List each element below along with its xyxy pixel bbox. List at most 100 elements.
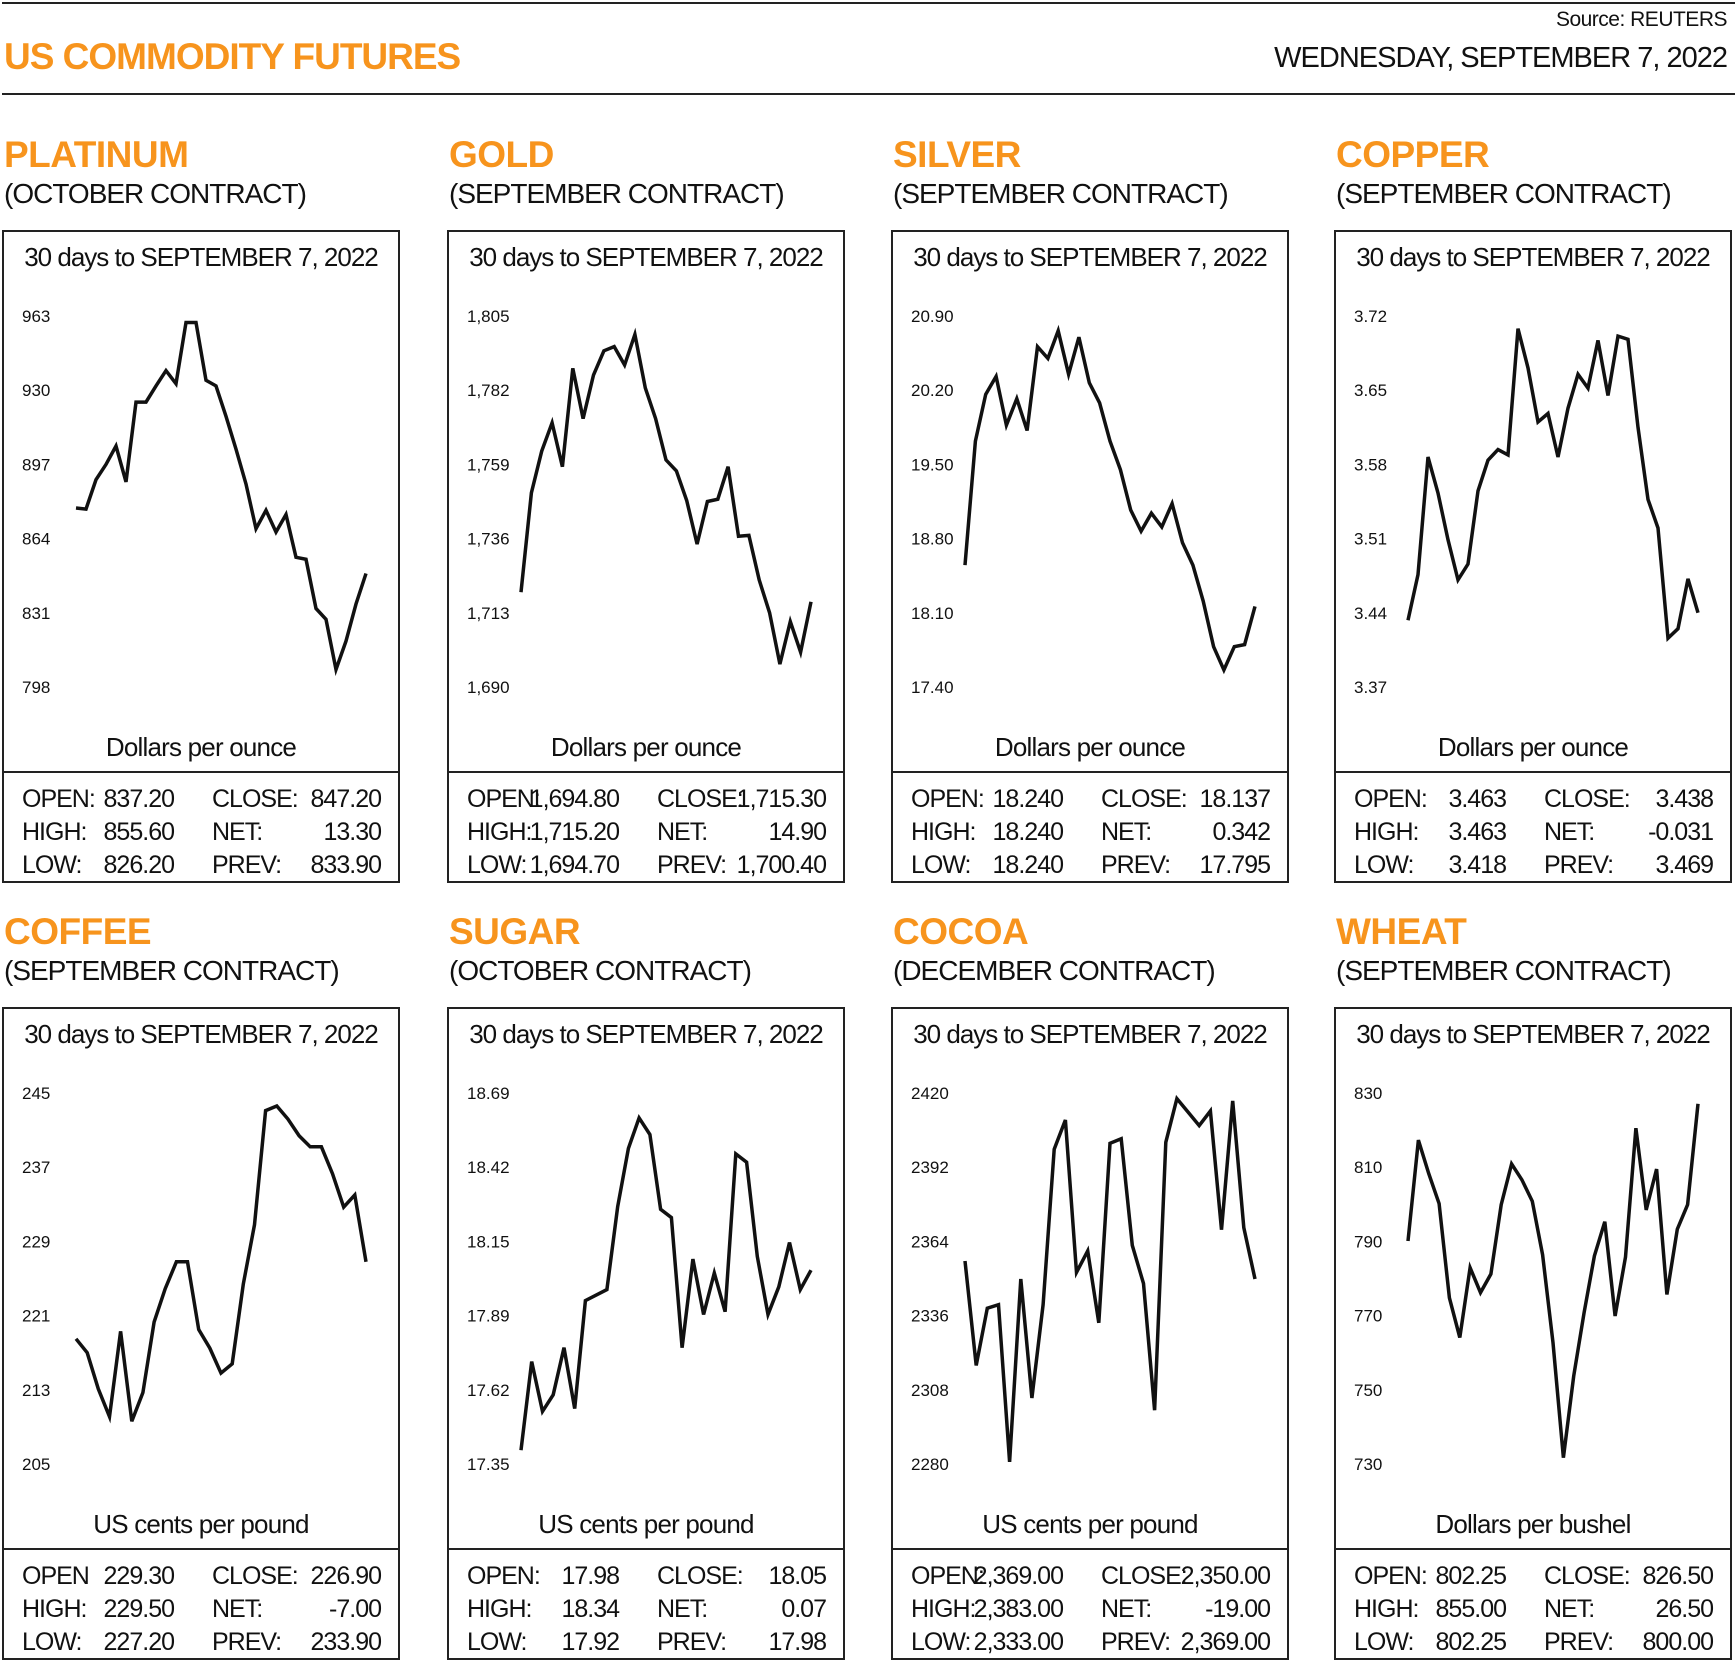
y-axis-units: US cents per pound: [982, 1509, 1198, 1539]
y-tick-label: 2336: [911, 1307, 949, 1326]
stat-label: NET:: [1101, 818, 1152, 846]
chart-title: 30 days to SEPTEMBER 7, 2022: [1356, 1019, 1711, 1049]
stat-label: PREV:: [1544, 851, 1614, 879]
stats-row: HIGH: 18.240 NET: 0.342: [893, 818, 1287, 851]
y-tick-label: 17.40: [911, 678, 954, 697]
line-chart: 20.90 20.20 19.50 18.80 18.10 17.40: [911, 307, 1257, 697]
y-tick-label: 205: [22, 1455, 50, 1474]
stat-value: 800.00: [1642, 1628, 1714, 1656]
stat-value: 17.795: [1199, 851, 1271, 879]
stat-value: 229.30: [103, 1562, 175, 1590]
y-tick-label: 897: [22, 455, 50, 474]
stat-label: LOW:: [467, 1628, 527, 1656]
stats-divider: [893, 771, 1287, 773]
stat-label: PREV:: [212, 1628, 282, 1656]
y-tick-label: 18.80: [911, 530, 954, 549]
stat-label: PREV:: [1544, 1628, 1614, 1656]
commodity-name: COPPER: [1336, 134, 1490, 175]
stat-label: LOW:: [1354, 1628, 1414, 1656]
commodity-name: SILVER: [893, 134, 1021, 175]
stat-label: PREV:: [1101, 1628, 1171, 1656]
y-tick-label: 3.44: [1354, 604, 1387, 623]
commodity-name: GOLD: [449, 134, 554, 175]
y-tick-label: 237: [22, 1158, 50, 1177]
stat-value: 802.25: [1435, 1562, 1507, 1590]
y-tick-label: 798: [22, 678, 50, 697]
stat-label: PREV:: [1101, 851, 1171, 879]
y-tick-label: 20.20: [911, 381, 954, 400]
stat-value: 847.20: [310, 785, 382, 813]
line-chart: 245 237 229 221 213 205: [22, 1084, 368, 1474]
stat-value: 2,369.00: [1180, 1628, 1271, 1656]
stat-label: CLOSE:: [657, 785, 744, 813]
stat-value: 3.463: [1448, 818, 1507, 846]
y-tick-label: 2364: [911, 1232, 949, 1251]
stat-label: HIGH:: [911, 1595, 976, 1623]
stat-label: OPEN:: [22, 785, 96, 813]
y-tick-label: 790: [1354, 1232, 1382, 1251]
y-tick-label: 18.42: [467, 1158, 510, 1177]
commodity-name: COFFEE: [4, 911, 152, 952]
y-tick-label: 3.51: [1354, 530, 1387, 549]
chart-title: 30 days to SEPTEMBER 7, 2022: [469, 242, 824, 272]
y-tick-label: 1,690: [467, 678, 510, 697]
stat-value: 17.98: [768, 1628, 827, 1656]
y-tick-label: 229: [22, 1232, 50, 1251]
y-tick-label: 810: [1354, 1158, 1382, 1177]
stat-value: -19.00: [1205, 1595, 1271, 1623]
stat-label: CLOSE:: [1101, 1562, 1188, 1590]
stat-label: NET:: [657, 1595, 708, 1623]
commodity-name: SUGAR: [449, 911, 581, 952]
y-axis-units: Dollars per ounce: [105, 732, 297, 762]
y-tick-label: 19.50: [911, 455, 954, 474]
stat-value: 826.20: [103, 851, 175, 879]
y-tick-label: 245: [22, 1084, 50, 1103]
y-tick-label: 830: [1354, 1084, 1382, 1103]
stat-value: 18.137: [1199, 785, 1271, 813]
y-tick-label: 1,782: [467, 381, 510, 400]
y-tick-label: 2420: [911, 1084, 949, 1103]
contract-label: (OCTOBER CONTRACT): [4, 178, 307, 209]
stats-row: LOW: 826.20 PREV: 833.90: [4, 851, 398, 884]
stat-value: 1,700.40: [736, 851, 827, 879]
y-tick-label: 221: [22, 1307, 50, 1326]
stats-divider: [1336, 1548, 1730, 1550]
stat-label: HIGH:: [911, 818, 976, 846]
stat-label: NET:: [1101, 1595, 1152, 1623]
stat-label: OPEN:: [911, 785, 985, 813]
y-tick-label: 1,736: [467, 530, 510, 549]
y-tick-label: 770: [1354, 1307, 1382, 1326]
stat-label: HIGH:: [22, 1595, 87, 1623]
stat-label: OPEN:: [467, 1562, 541, 1590]
chart-title: 30 days to SEPTEMBER 7, 2022: [24, 242, 379, 272]
source-credit: Source: REUTERS: [1555, 8, 1728, 31]
stat-label: NET:: [1544, 1595, 1595, 1623]
line-chart: 1,805 1,782 1,759 1,736 1,713 1,690: [467, 307, 813, 697]
stat-label: HIGH:: [467, 1595, 532, 1623]
stat-value: 18.240: [992, 851, 1064, 879]
stat-label: NET:: [1544, 818, 1595, 846]
stats-divider: [1336, 771, 1730, 773]
stats-row: OPEN: 3.463 CLOSE: 3.438: [1336, 785, 1730, 818]
stats-row: OPEN: 1,694.80 CLOSE: 1,715.30: [449, 785, 843, 818]
y-tick-label: 17.62: [467, 1381, 510, 1400]
y-tick-label: 2280: [911, 1455, 949, 1474]
stat-value: 833.90: [310, 851, 382, 879]
stat-label: CLOSE:: [212, 785, 299, 813]
price-line: [1406, 328, 1700, 642]
stats-row: HIGH: 18.34 NET: 0.07: [449, 1595, 843, 1628]
y-tick-label: 1,759: [467, 455, 510, 474]
stat-value: 226.90: [310, 1562, 382, 1590]
stat-label: OPEN:: [911, 1562, 985, 1590]
line-chart: 3.72 3.65 3.58 3.51 3.44 3.37: [1354, 307, 1700, 697]
page-date: WEDNESDAY, SEPTEMBER 7, 2022: [1274, 42, 1728, 74]
header-rule: [2, 93, 1735, 95]
stat-value: 3.438: [1655, 785, 1714, 813]
price-line: [519, 1113, 813, 1451]
stat-label: OPEN:: [1354, 1562, 1428, 1590]
stat-label: PREV:: [212, 851, 282, 879]
y-axis-units: Dollars per ounce: [1437, 732, 1629, 762]
stats-row: LOW: 18.240 PREV: 17.795: [893, 851, 1287, 884]
stats-row: HIGH: 855.00 NET: 26.50: [1336, 1595, 1730, 1628]
line-chart: 963 930 897 864 831 798: [22, 307, 368, 697]
